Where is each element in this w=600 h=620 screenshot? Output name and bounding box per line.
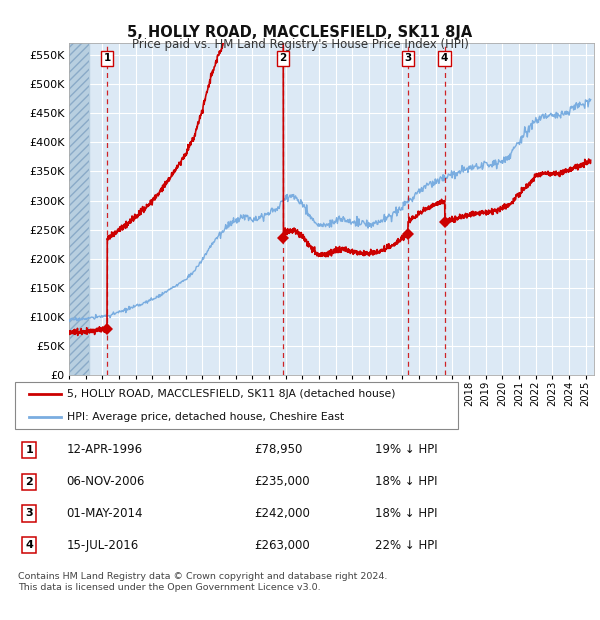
Text: 01-MAY-2014: 01-MAY-2014 bbox=[67, 507, 143, 520]
Text: 3: 3 bbox=[404, 53, 412, 63]
Text: 2: 2 bbox=[280, 53, 287, 63]
Text: 15-JUL-2016: 15-JUL-2016 bbox=[67, 539, 139, 552]
Text: £235,000: £235,000 bbox=[254, 475, 310, 488]
Text: £242,000: £242,000 bbox=[254, 507, 310, 520]
Text: 18% ↓ HPI: 18% ↓ HPI bbox=[375, 475, 437, 488]
Text: 4: 4 bbox=[441, 53, 448, 63]
Text: 2: 2 bbox=[25, 477, 33, 487]
Text: 5, HOLLY ROAD, MACCLESFIELD, SK11 8JA: 5, HOLLY ROAD, MACCLESFIELD, SK11 8JA bbox=[127, 25, 473, 40]
FancyBboxPatch shape bbox=[15, 382, 458, 429]
Text: HPI: Average price, detached house, Cheshire East: HPI: Average price, detached house, Ches… bbox=[67, 412, 344, 422]
Text: 4: 4 bbox=[25, 540, 33, 550]
Text: 06-NOV-2006: 06-NOV-2006 bbox=[67, 475, 145, 488]
Text: 18% ↓ HPI: 18% ↓ HPI bbox=[375, 507, 437, 520]
Text: 1: 1 bbox=[25, 445, 33, 455]
Text: £263,000: £263,000 bbox=[254, 539, 310, 552]
Bar bbox=[69, 43, 89, 375]
Text: 22% ↓ HPI: 22% ↓ HPI bbox=[375, 539, 437, 552]
Text: 19% ↓ HPI: 19% ↓ HPI bbox=[375, 443, 437, 456]
Text: Contains HM Land Registry data © Crown copyright and database right 2024.
This d: Contains HM Land Registry data © Crown c… bbox=[18, 572, 387, 591]
Text: 12-APR-1996: 12-APR-1996 bbox=[67, 443, 143, 456]
Text: £78,950: £78,950 bbox=[254, 443, 302, 456]
Text: 3: 3 bbox=[25, 508, 33, 518]
Text: Price paid vs. HM Land Registry's House Price Index (HPI): Price paid vs. HM Land Registry's House … bbox=[131, 38, 469, 51]
Text: 1: 1 bbox=[103, 53, 110, 63]
Text: 5, HOLLY ROAD, MACCLESFIELD, SK11 8JA (detached house): 5, HOLLY ROAD, MACCLESFIELD, SK11 8JA (d… bbox=[67, 389, 395, 399]
